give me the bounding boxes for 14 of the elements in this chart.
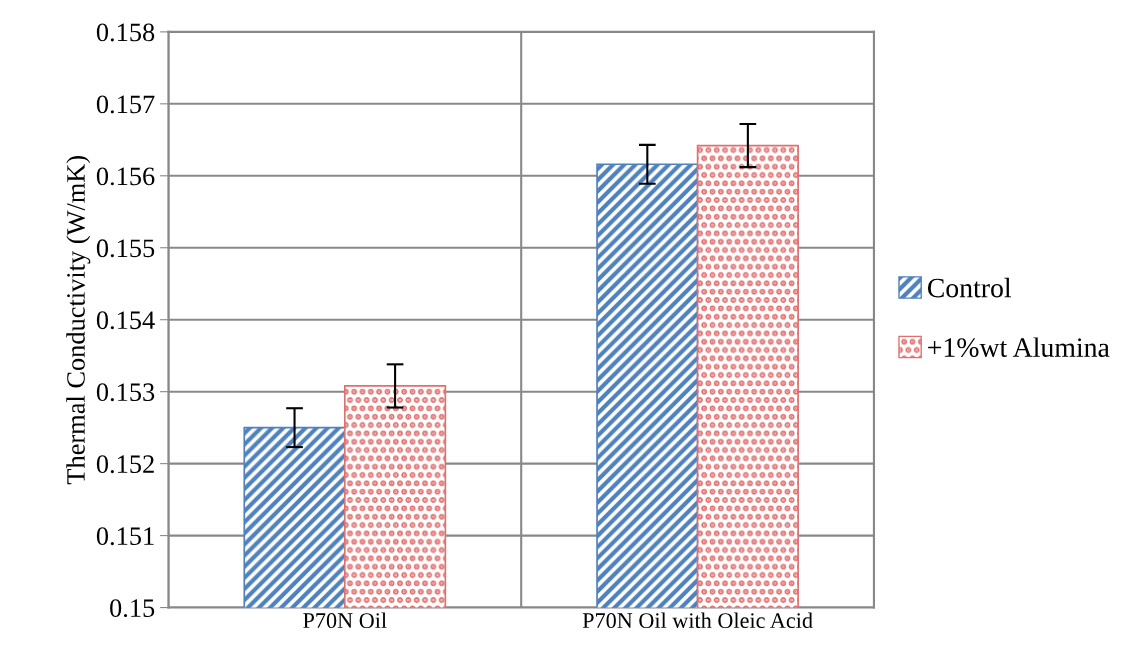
y-tick-label: 0.157 [96, 95, 155, 114]
x-tick-label: P70N Oil with Oleic Acid [582, 612, 813, 629]
y-tick-label: 0.151 [96, 527, 154, 546]
y-tick-label: 0.154 [96, 311, 155, 330]
legend-label: Control [927, 277, 1012, 298]
y-tick-label: 0.155 [96, 239, 155, 258]
y-tick-label: 0.156 [96, 167, 155, 186]
y-axis-title: Thermal Conductivity (W/mK) [66, 155, 91, 485]
y-tick-label: 0.158 [96, 23, 155, 42]
y-tick-label: 0.152 [96, 455, 154, 474]
y-tick-label: 0.153 [96, 383, 155, 402]
y-tick-label: 0.15 [110, 599, 155, 618]
legend-label: +1%wt Alumina [928, 337, 1110, 358]
x-tick-label: P70N Oil [303, 612, 387, 629]
